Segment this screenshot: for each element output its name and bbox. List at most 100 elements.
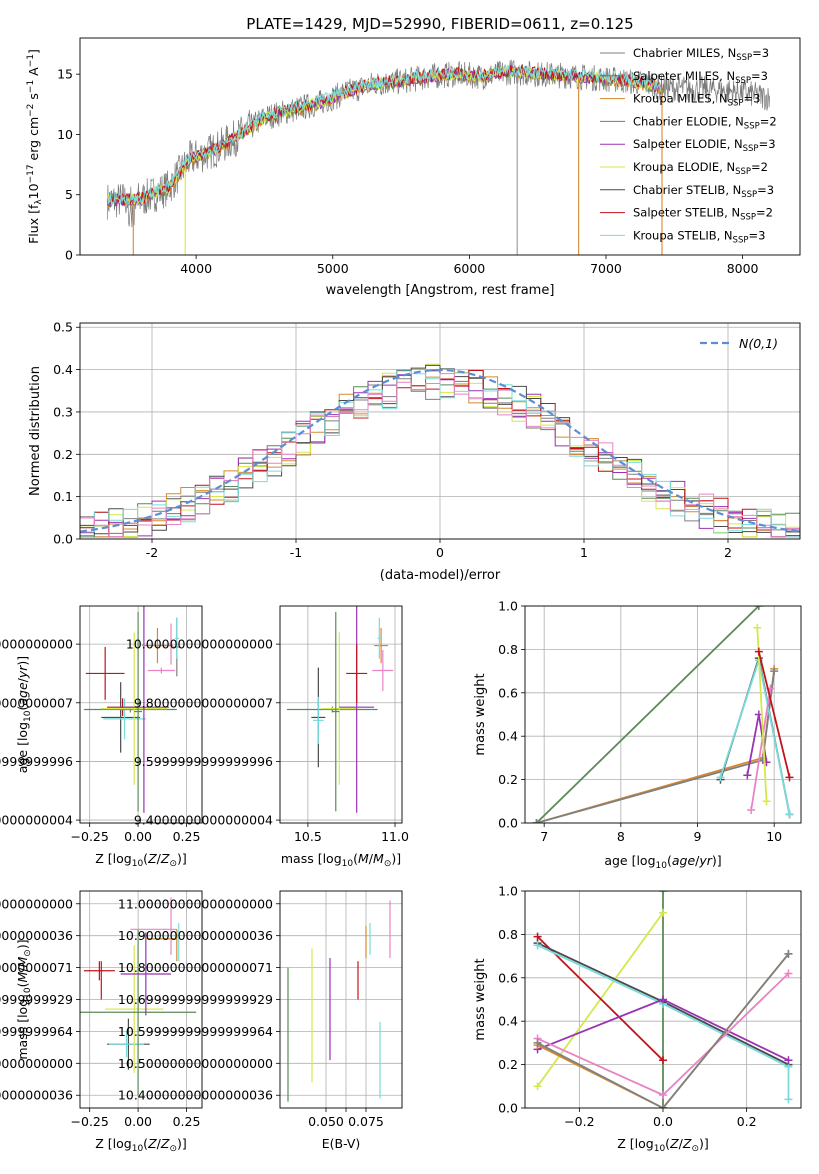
errorbar-point — [103, 698, 146, 740]
legend-label-text: Kroupa STELIB, N — [633, 228, 733, 242]
x-tick-label: 7 — [540, 829, 548, 844]
y-axis-label-part: mass [log — [15, 999, 30, 1060]
errorbar-point — [339, 606, 375, 813]
y-axis-label: mass [log10(M/M⊙)] — [15, 939, 33, 1059]
legend-item: Chabrier STELIB, NSSP=3 — [600, 183, 774, 200]
axes-frame — [79, 322, 801, 540]
weight-line — [750, 688, 772, 811]
y-tick-label: 10.90000000000000036 — [0, 928, 73, 943]
y-tick-label: 9.4000000000000004 — [134, 813, 273, 828]
y-axis-label-part: )] — [15, 656, 30, 666]
normal-curve — [80, 368, 800, 533]
panel-weight_vs_age: 0.0 0.2 0.4 0.6 0.8 1.0 7 8 9 10 mass weight age [l… — [473, 599, 802, 871]
x-axis-label-part: ⊙ — [384, 859, 392, 869]
y-tick-label: 10.59999999999999964 — [0, 1024, 73, 1039]
legend-label-post: =2 — [756, 206, 773, 220]
y-tick-label: 0.4 — [498, 729, 518, 744]
weight-series — [532, 667, 779, 823]
y-axis-label-part: A — [26, 67, 41, 80]
legend-label-sub: SSP — [733, 235, 749, 245]
x-tick-label: 0.25 — [173, 1114, 201, 1129]
weight-marker — [659, 1104, 667, 1108]
weight-marker — [659, 908, 667, 917]
x-axis-label: Z [log10(Z/Z⊙)] — [617, 1136, 709, 1154]
panel-mass_vs_ebv: 10.40000000000000036 10.50000000000000000… — [118, 890, 403, 1151]
weight-line — [535, 606, 760, 823]
legend-label-text: Salpeter MILES, N — [633, 69, 735, 83]
errorbar-point — [313, 696, 324, 744]
x-axis-label-part: Z [log — [95, 851, 131, 866]
y-tick-label: 0.5 — [53, 320, 73, 335]
x-tick-label: 2 — [724, 545, 732, 560]
legend-label-post: =3 — [743, 92, 760, 106]
axes-frame — [79, 37, 801, 256]
y-axis-label-part: / — [15, 967, 30, 972]
panel-residuals: 0.0 0.1 0.2 0.3 0.4 0.5 -2 -1 0 1 2 N(0,1) (data-mod… — [28, 320, 801, 583]
errorbar-point — [141, 627, 173, 664]
x-axis-label-part: 10 — [654, 1144, 666, 1154]
errorbar-point — [174, 617, 179, 659]
x-tick-label: 4000 — [180, 261, 212, 276]
x-axis-label-part: ( — [143, 851, 148, 866]
weight-line — [757, 651, 791, 778]
legend-label-sub: SSP — [736, 53, 752, 63]
legend-label: Salpeter MILES, NSSP=3 — [633, 69, 768, 86]
weight-marker — [659, 1090, 667, 1099]
legend-label: Kroupa MILES, NSSP=3 — [633, 92, 760, 109]
y-axis-label-part: / — [15, 677, 30, 682]
legend-label-post: =3 — [757, 183, 774, 197]
x-tick-label: 10.5 — [294, 829, 322, 844]
x-axis-label-part: Z — [147, 851, 157, 866]
x-axis-label: Z [log10(Z/Z⊙)] — [95, 851, 187, 869]
x-tick-label: 0.0 — [653, 1114, 673, 1129]
weight-series — [533, 995, 793, 1065]
legend-label: N(0,1) — [739, 336, 778, 351]
x-tick-label: 0.2 — [737, 1114, 757, 1129]
x-axis-label-part: )] — [699, 1136, 709, 1151]
x-axis-label: Z [log10(Z/Z⊙)] — [95, 1136, 187, 1154]
errorbar-point — [105, 945, 164, 1073]
legend-label-post: =2 — [751, 160, 768, 174]
y-tick-label: 0 — [65, 248, 73, 263]
x-axis-label-part: )] — [712, 853, 722, 868]
y-tick-label: 9.8000000000000007 — [134, 695, 273, 710]
x-axis-label-part: / — [369, 851, 374, 866]
y-tick-label: 10.69999999999999929 — [0, 992, 73, 1007]
legend-label-sub: SSP — [728, 99, 744, 109]
x-axis-label-part: / — [157, 1136, 162, 1151]
x-axis-label-part: ( — [665, 1136, 670, 1151]
legend-label: Kroupa ELODIE, NSSP=2 — [633, 160, 768, 177]
y-tick-label: 10.0000000000000000 — [0, 637, 73, 652]
errorbar-point — [147, 667, 175, 674]
x-tick-label: 8 — [617, 829, 625, 844]
legend-label: Salpeter STELIB, NSSP=2 — [633, 206, 773, 223]
y-tick-label: 10.80000000000000071 — [0, 960, 73, 975]
x-axis-label: E(B-V) — [322, 1136, 361, 1151]
weight-marker — [659, 891, 667, 895]
legend-label-text: Kroupa ELODIE, N — [633, 160, 735, 174]
x-axis-label: age [log10(age/yr)] — [604, 853, 721, 871]
errorbar-point — [374, 627, 389, 664]
plot-area — [80, 897, 197, 1096]
y-tick-label: 9.5999999999999996 — [134, 754, 273, 769]
x-axis-label-part: )] — [177, 851, 187, 866]
y-tick-label: 0.6 — [498, 970, 518, 985]
y-tick-label: 15 — [57, 67, 73, 82]
errorbar-point — [169, 623, 173, 665]
y-axis-label-part: −1 — [26, 54, 36, 67]
weight-line — [536, 935, 664, 1061]
errorbar-point — [346, 644, 368, 703]
x-tick-label: 0.050 — [308, 1114, 344, 1129]
weight-marker — [754, 647, 763, 656]
y-axis-label: Normed distribution — [28, 366, 43, 496]
x-tick-label: 9 — [694, 829, 702, 844]
legend-item: Salpeter ELODIE, NSSP=3 — [600, 137, 776, 154]
y-axis-label-part: ( — [15, 983, 30, 988]
plot-area — [80, 363, 800, 539]
x-axis-label-part: / — [695, 853, 700, 868]
legend-label: Chabrier ELODIE, NSSP=2 — [633, 114, 777, 131]
weight-marker — [716, 773, 725, 782]
weight-series — [533, 949, 793, 1108]
y-axis-label-part: age [log — [15, 722, 30, 773]
x-tick-label: 0.00 — [124, 829, 152, 844]
